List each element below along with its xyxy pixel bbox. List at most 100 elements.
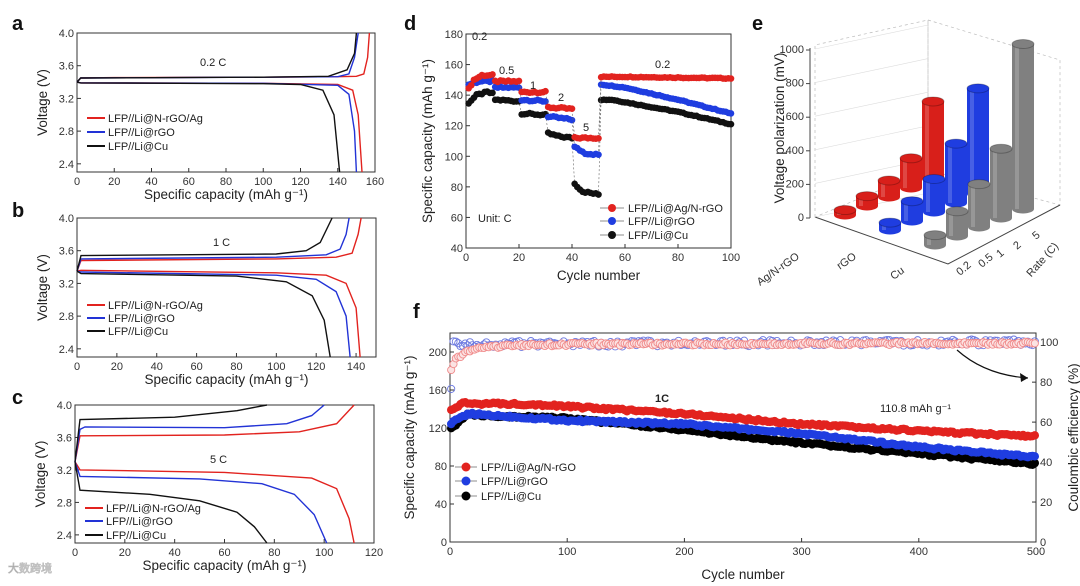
y-tick-label: 4.0 [59, 28, 74, 40]
x-tick-label: 120 [291, 176, 309, 188]
x-tick-label: 0 [447, 546, 453, 558]
data-point [542, 87, 549, 95]
panel-d-letter: d [404, 13, 416, 35]
bar-body [1012, 44, 1034, 214]
y-tick-label: 160 [445, 60, 463, 72]
data-point [542, 98, 549, 105]
panel-c-charge-curve-1 [74, 404, 325, 462]
z-tick-label: 1000 [780, 44, 804, 56]
legend-label: LFP//Li@Cu [628, 230, 688, 242]
y2-tick-label: 100 [1040, 337, 1058, 349]
z-tick-label: 800 [786, 78, 804, 90]
bar-rGO-1 [922, 174, 946, 217]
bar-top [989, 143, 1013, 154]
y-tick-label: 3.6 [59, 61, 74, 73]
y-tick-label: 40 [435, 499, 447, 511]
bar-rGO-2 [944, 138, 968, 208]
capacity-series-0 [446, 397, 1040, 441]
y-tick-label: 2.8 [59, 126, 74, 138]
bar-body [967, 88, 989, 199]
panel-b-plot-frame [76, 217, 377, 358]
panel-b-discharge-curve-2 [76, 270, 331, 358]
bar-top [922, 174, 946, 184]
legend-marker [608, 217, 616, 225]
bar-top [1011, 39, 1035, 49]
y-tick-label: 2.8 [57, 497, 72, 509]
panel-a-axes [76, 32, 376, 173]
panel-c-x-axis-label: Specific capacity (mAh g⁻¹) [143, 558, 307, 573]
x-tick-label: 200 [675, 546, 693, 558]
y-tick-label: 2.4 [59, 344, 74, 356]
bar-highlight [926, 179, 930, 212]
y2-tick-label: 80 [1040, 377, 1052, 389]
data-point [489, 71, 496, 78]
rate-label: 1 [530, 80, 536, 92]
y-tick-label: 60 [451, 212, 463, 224]
data-point [515, 77, 523, 85]
data-point [568, 105, 576, 113]
y-tick-label: 180 [445, 29, 463, 41]
panel-f-x-axis-label: Cycle number [701, 567, 785, 582]
y-tick-label: 120 [429, 423, 447, 435]
bar-rGO-0.2 [878, 217, 902, 235]
panel-b-y-axis-label: Voltage (V) [35, 254, 50, 321]
data-point [595, 191, 602, 198]
bar-Ag/N-rGO-0.5 [855, 191, 879, 211]
final-capacity-annotation: 110.8 mAh g⁻¹ [880, 403, 951, 415]
x-tick-label: 100 [722, 252, 740, 264]
rate-annotation: 1C [655, 393, 669, 405]
legend-marker [608, 231, 616, 239]
panel-a-charge-curve-2 [76, 32, 358, 83]
category-label: rGO [835, 250, 859, 272]
rate-tick-label: 5 [1030, 229, 1042, 242]
bar-highlight [927, 235, 931, 245]
bar-top [966, 83, 990, 94]
ce-point [447, 384, 456, 393]
data-point [1030, 431, 1040, 440]
bar-top [900, 196, 924, 207]
legend-label: LFP//Li@N-rGO/Ag [106, 503, 201, 515]
legend-label: LFP//Li@Cu [108, 326, 168, 338]
gridline [814, 24, 929, 50]
panel-c-y-axis-label: Voltage (V) [33, 441, 48, 508]
bar-Ag/N-rGO-0.2 [833, 205, 857, 220]
legend-marker [461, 491, 471, 501]
rate-label: 0.5 [499, 65, 514, 77]
x-tick-label: 40 [145, 176, 157, 188]
x-tick-label: 60 [218, 547, 230, 559]
bar-highlight [881, 180, 885, 197]
y-tick-label: 3.2 [59, 278, 74, 290]
rate-tick-label: 0.2 [954, 259, 973, 278]
x-tick-label: 40 [151, 361, 163, 373]
z-tick-label: 0 [798, 212, 804, 224]
y-tick-label: 80 [435, 461, 447, 473]
rate-label: 2 [558, 92, 564, 104]
x-tick-label: 40 [566, 252, 578, 264]
panel-b-discharge-curve-1 [76, 270, 351, 358]
rate-label: 5 [583, 122, 589, 134]
panel-c-discharge-curve-0 [74, 461, 355, 544]
x-tick-label: 120 [365, 547, 383, 559]
panel-a-discharge-curve-2 [76, 81, 341, 173]
ce-series-0 [447, 337, 1039, 375]
legend-marker [461, 476, 471, 486]
y-tick-label: 100 [445, 151, 463, 163]
legend-label: LFP//Li@rGO [108, 127, 175, 139]
data-point [727, 110, 735, 117]
panel-d-y-axis-label: Specific capacity (mAh g⁻¹) [420, 59, 435, 223]
ce-point [449, 337, 458, 346]
bar-top [878, 217, 902, 228]
rate-label: 0.2 [655, 59, 670, 71]
legend-marker [461, 462, 471, 472]
panel-d-x-axis-label: Cycle number [557, 268, 641, 283]
y-tick-label: 2.4 [57, 530, 72, 542]
x-tick-label: 120 [307, 361, 325, 373]
panel-d-axes [465, 33, 732, 249]
panel-c-charge-curve-0 [74, 404, 355, 462]
data-point [489, 89, 496, 97]
x-tick-label: 20 [111, 361, 123, 373]
bar-body [901, 201, 923, 226]
bar-Ag/N-rGO-5 [921, 96, 945, 184]
x-tick-label: 20 [513, 252, 525, 264]
